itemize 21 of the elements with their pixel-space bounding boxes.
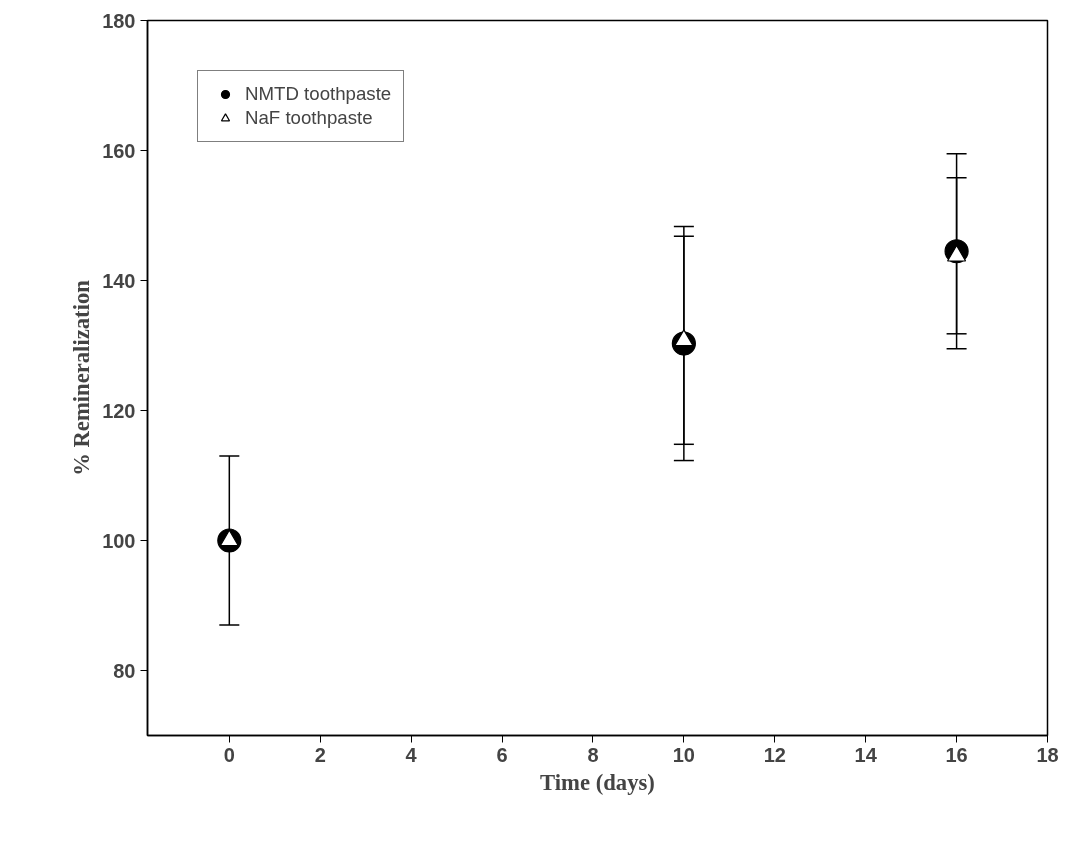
x-tick-label: 0	[223, 743, 235, 766]
x-axis-title: Time (days)	[540, 769, 655, 795]
y-tick-label: 180	[102, 9, 136, 32]
point	[946, 244, 967, 262]
y-tick-label: 80	[113, 659, 136, 682]
x-tick-label: 10	[672, 743, 695, 766]
x-tick-label: 6	[496, 743, 508, 766]
legend-label: NaF toothpaste	[245, 107, 373, 129]
y-tick-label: 140	[102, 269, 136, 292]
legend-label: NMTD toothpaste	[245, 83, 392, 105]
y-axis-title: % Remineralization	[69, 279, 95, 476]
x-tick-label: 12	[763, 743, 786, 766]
x-tick-label: 14	[854, 743, 878, 766]
y-tick-label: 120	[102, 399, 136, 422]
x-tick-label: 4	[405, 743, 418, 766]
x-tick-label: 2	[314, 743, 326, 766]
y-tick-label: 160	[102, 139, 136, 162]
x-tick-label: 16	[945, 743, 968, 766]
x-tick-label: 18	[1036, 743, 1059, 766]
y-tick-label: 100	[102, 529, 136, 552]
x-tick-label: 8	[587, 743, 599, 766]
